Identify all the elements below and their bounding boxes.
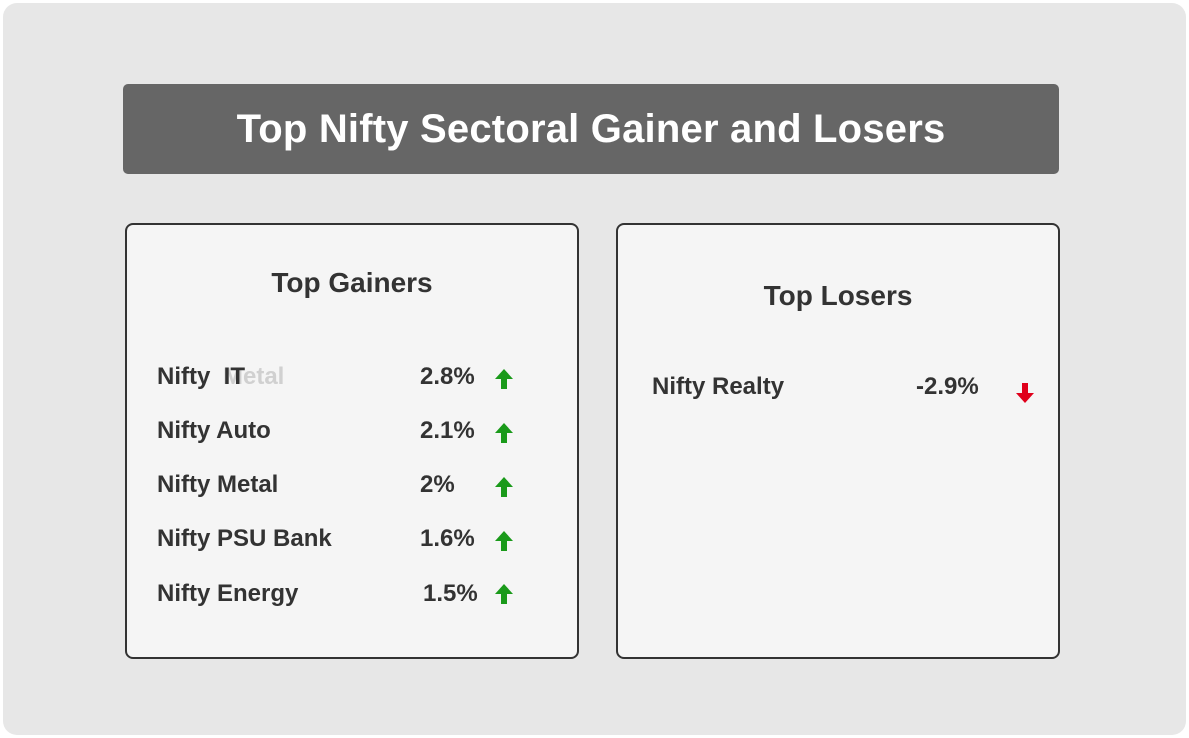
sector-name: Nifty Auto: [157, 417, 271, 444]
sector-name: Nifty IT: [157, 363, 245, 390]
gainer-row: Nifty PSU Bank 1.6%: [157, 525, 557, 557]
arrow-down-icon: [1016, 383, 1034, 403]
sector-change: -2.9%: [916, 373, 979, 400]
arrow-up-icon: [495, 423, 513, 443]
sector-change: 2%: [420, 471, 455, 498]
sector-name: Nifty PSU Bank: [157, 525, 332, 552]
sector-change: 1.5%: [423, 580, 478, 607]
sector-change: 2.1%: [420, 417, 475, 444]
ghost-text: Metal: [223, 363, 285, 390]
title-banner: Top Nifty Sectoral Gainer and Losers: [123, 84, 1059, 174]
gainers-heading: Top Gainers: [271, 267, 433, 298]
arrow-up-icon: [495, 477, 513, 497]
gainer-row: Nifty Auto 2.1%: [157, 417, 557, 449]
sector-name: Nifty Realty: [652, 373, 785, 400]
sector-name: Nifty Energy: [157, 580, 299, 607]
sector-name: Nifty Metal: [157, 471, 279, 498]
arrow-up-icon: [495, 531, 513, 551]
sector-change: 1.6%: [420, 525, 475, 552]
sector-change: 2.8%: [420, 363, 475, 390]
loser-row: Nifty Realty -2.9%: [652, 373, 1052, 405]
gainer-row: Nifty Energy 1.5%: [157, 580, 557, 612]
page-title: Top Nifty Sectoral Gainer and Losers: [236, 106, 946, 151]
top-gainers-panel: Top Gainers Metal Nifty IT 2.8% Nifty Au…: [125, 223, 579, 659]
gainer-row: Metal Nifty IT 2.8%: [157, 363, 557, 395]
gainer-row: Nifty Metal 2%: [157, 471, 557, 503]
losers-heading: Top Losers: [763, 280, 913, 311]
top-losers-panel: Top Losers Nifty Realty -2.9%: [616, 223, 1060, 659]
arrow-up-icon: [495, 369, 513, 389]
arrow-up-icon: [495, 584, 513, 604]
infographic-card: Top Nifty Sectoral Gainer and Losers Top…: [3, 3, 1186, 735]
